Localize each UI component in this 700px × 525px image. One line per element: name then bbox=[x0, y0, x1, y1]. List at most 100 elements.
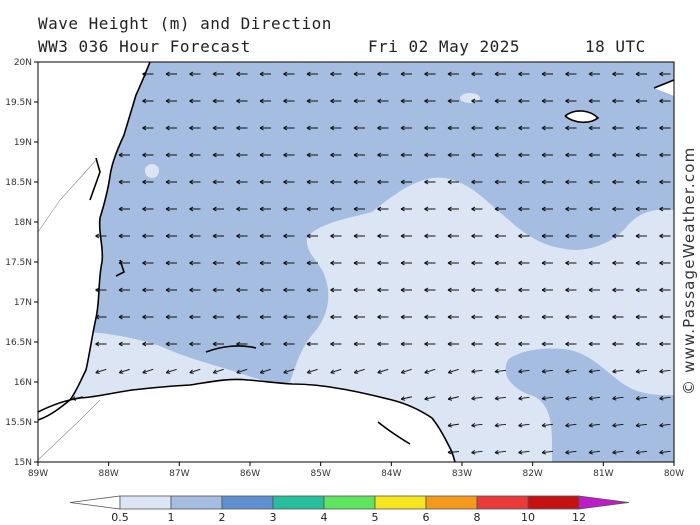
wave-arrow bbox=[377, 71, 389, 77]
wave-arrow bbox=[635, 422, 648, 428]
wave-arrow bbox=[165, 206, 177, 212]
wave-arrow bbox=[635, 395, 648, 401]
wave-arrow bbox=[612, 341, 624, 347]
wave-arrow bbox=[447, 179, 459, 185]
colorbar-label: 1 bbox=[168, 511, 175, 524]
wave-arrow bbox=[142, 368, 154, 374]
wave-arrow bbox=[541, 395, 554, 401]
wave-arrow bbox=[306, 368, 318, 374]
lat-tick-label: 20N bbox=[14, 58, 32, 68]
wave-arrow bbox=[494, 233, 506, 239]
wave-arrow bbox=[400, 287, 412, 293]
wave-arrow bbox=[424, 287, 436, 293]
wave-arrow bbox=[565, 71, 577, 77]
wave-arrow bbox=[471, 233, 483, 239]
wave-arrow bbox=[494, 341, 506, 347]
wave-arrow bbox=[142, 125, 154, 131]
lon-tick-label: 87W bbox=[169, 469, 189, 479]
wave-arrow bbox=[259, 287, 271, 293]
wave-arrow bbox=[236, 125, 248, 131]
wave-arrow bbox=[400, 260, 412, 266]
wave-arrow bbox=[353, 314, 365, 320]
wave-arrow bbox=[588, 341, 600, 347]
lat-tick-label: 15.5N bbox=[5, 418, 32, 428]
wave-arrow bbox=[165, 368, 177, 374]
wave-arrow bbox=[118, 152, 130, 158]
wave-arrow bbox=[494, 314, 506, 320]
lat-tick-label: 18.5N bbox=[5, 178, 32, 188]
wave-arrow bbox=[95, 287, 107, 293]
colorbar-swatch bbox=[476, 495, 529, 510]
wave-arrow bbox=[635, 152, 647, 158]
wave-arrow bbox=[400, 396, 412, 401]
wave-arrow bbox=[330, 314, 342, 320]
wave-arrow bbox=[541, 314, 553, 320]
wave-arrow bbox=[283, 206, 295, 212]
wave-arrow bbox=[518, 314, 530, 320]
wave-arrow bbox=[659, 206, 671, 212]
wave-arrow bbox=[518, 422, 530, 428]
wave-arrow bbox=[142, 233, 154, 239]
wave-arrow bbox=[588, 206, 600, 212]
wave-arrow bbox=[259, 368, 271, 374]
wave-arrow bbox=[353, 260, 365, 266]
wave-arrow bbox=[541, 71, 553, 77]
wave-arrow bbox=[306, 233, 318, 239]
wave-arrow bbox=[447, 125, 459, 131]
lon-tick-label: 83W bbox=[452, 469, 472, 479]
wave-arrow bbox=[541, 422, 554, 428]
colorbar-swatch bbox=[170, 495, 223, 510]
wave-arrow bbox=[400, 314, 412, 320]
wave-arrow bbox=[118, 341, 130, 347]
wave-arrow bbox=[635, 449, 648, 455]
wave-arrow bbox=[424, 71, 436, 77]
wave-arrow bbox=[236, 260, 248, 266]
wave-arrow bbox=[306, 206, 318, 212]
wave-arrow bbox=[283, 233, 295, 239]
wave-arrow bbox=[306, 179, 318, 185]
lat-tick-label: 17N bbox=[14, 298, 32, 308]
wave-arrow bbox=[189, 71, 201, 77]
wave-arrow bbox=[400, 233, 412, 239]
wave-arrow bbox=[142, 287, 154, 293]
wave-arrow bbox=[494, 71, 506, 77]
wave-direction-arrows bbox=[71, 71, 671, 455]
wave-arrow bbox=[494, 260, 506, 266]
wave-arrow bbox=[635, 98, 647, 104]
wave-arrow bbox=[659, 341, 671, 347]
wave-arrow bbox=[447, 449, 460, 455]
wave-arrow bbox=[283, 341, 295, 347]
wave-arrow bbox=[565, 260, 577, 266]
wave-arrow bbox=[353, 152, 365, 158]
wave-arrow bbox=[212, 260, 224, 266]
wave-arrow bbox=[588, 233, 600, 239]
wave-arrow bbox=[494, 368, 507, 374]
wave-arrow bbox=[353, 98, 365, 104]
wave-arrow bbox=[565, 233, 577, 239]
colorbar-swatch bbox=[425, 495, 478, 510]
wave-arrow bbox=[71, 396, 83, 401]
wave-arrow bbox=[330, 152, 342, 158]
wave-arrow bbox=[612, 71, 624, 77]
wave-arrow bbox=[565, 449, 577, 455]
wave-arrow bbox=[518, 206, 530, 212]
colorbar-label: 0.5 bbox=[111, 511, 129, 524]
wave-arrow bbox=[612, 206, 624, 212]
wave-arrow bbox=[330, 260, 342, 266]
wave-arrow bbox=[471, 368, 483, 374]
wave-arrow bbox=[518, 71, 530, 77]
wave-arrow bbox=[612, 152, 624, 158]
wave-arrow bbox=[659, 395, 671, 401]
wave-arrow bbox=[518, 287, 530, 293]
wave-arrow bbox=[95, 314, 107, 320]
wave-arrow bbox=[471, 179, 483, 185]
wave-arrow bbox=[494, 179, 506, 185]
lon-tick-label: 86W bbox=[240, 469, 260, 479]
wave-arrow bbox=[424, 396, 436, 401]
wave-arrow bbox=[95, 341, 107, 347]
wave-arrow bbox=[541, 449, 554, 455]
lat-tick-label: 15N bbox=[14, 458, 32, 468]
wave-arrow bbox=[259, 341, 271, 347]
wave-arrow bbox=[259, 314, 271, 320]
wave-arrow bbox=[165, 125, 177, 131]
